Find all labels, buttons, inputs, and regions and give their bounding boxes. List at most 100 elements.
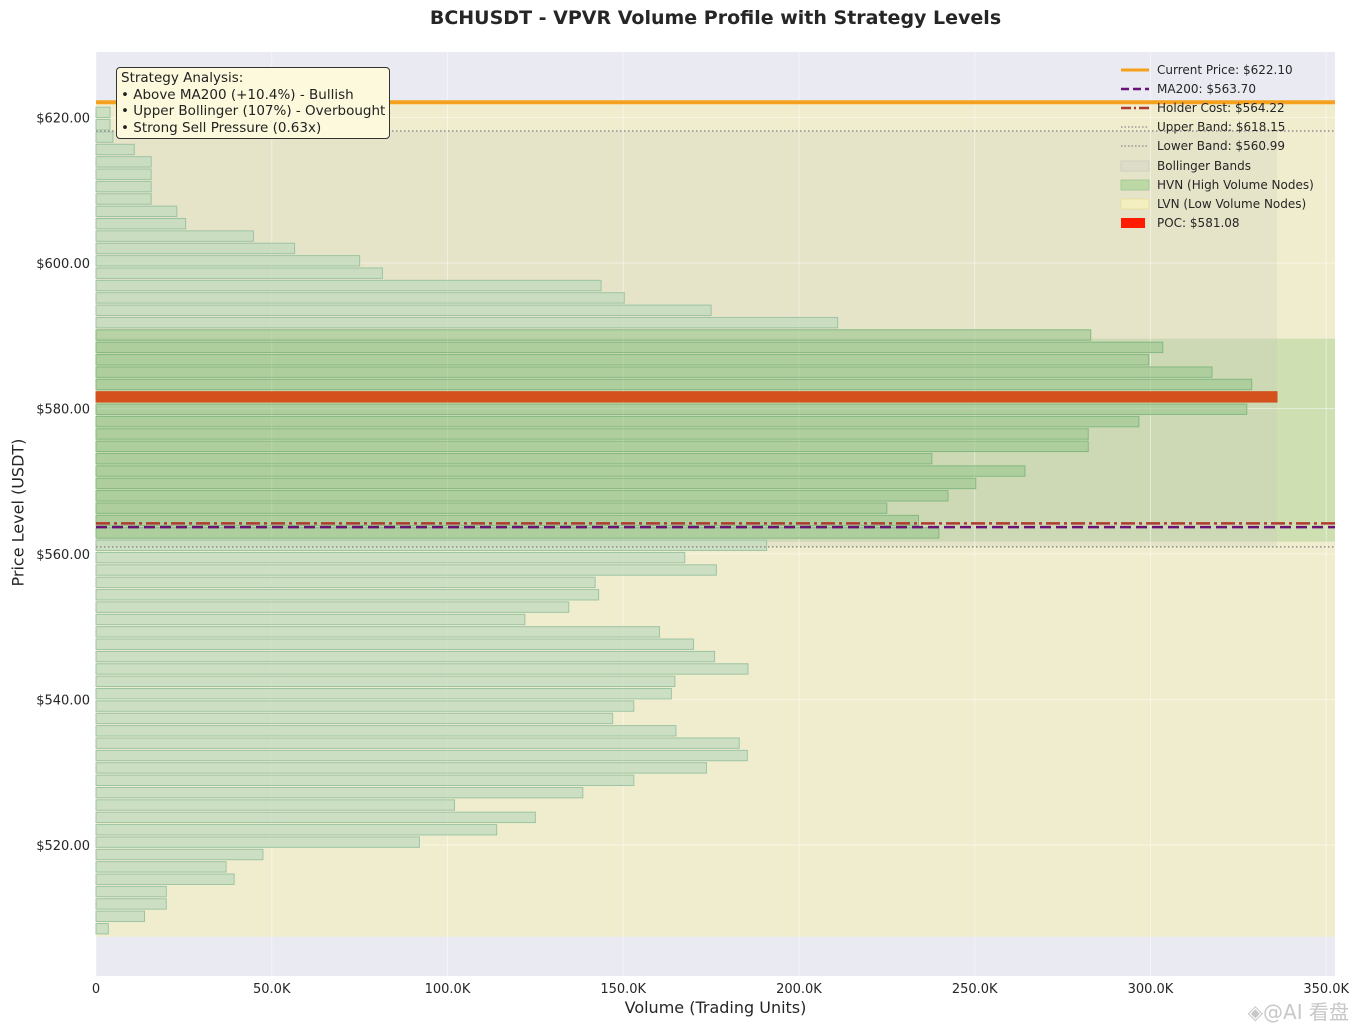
volume-bar	[95, 230, 254, 242]
hvn-swatch	[1120, 179, 1150, 191]
legend-label: Current Price: $622.10	[1157, 62, 1293, 77]
y-tick-label: $540.00	[36, 694, 90, 709]
volume-bar	[95, 564, 717, 576]
volume-bar	[95, 811, 536, 824]
x-tick-label: 200.0K	[776, 982, 822, 997]
x-tick-label: 150.0K	[600, 982, 646, 997]
volume-bar	[95, 762, 708, 774]
volume-bar	[95, 205, 178, 218]
bollinger-swatch	[1120, 160, 1150, 172]
volume-bar	[95, 712, 614, 725]
volume-bar	[95, 119, 111, 131]
volume-bar	[95, 910, 146, 923]
legend-item-current-price: Current Price: $622.10	[1120, 60, 1314, 79]
y-tick-label: $600.00	[36, 257, 90, 272]
legend-item-poc: POC: $581.08	[1120, 214, 1314, 233]
volume-bar	[95, 415, 1140, 428]
volume-bar	[95, 193, 152, 205]
volume-bar	[95, 341, 1164, 354]
volume-bar	[95, 453, 933, 465]
volume-bar	[95, 180, 152, 193]
volume-bar	[95, 799, 456, 811]
legend-item-upper-band: Upper Band: $618.15	[1120, 118, 1314, 137]
y-tick-label: $620.00	[36, 111, 90, 126]
volume-bar	[95, 106, 111, 119]
legend-label: Bollinger Bands	[1157, 158, 1251, 173]
strategy-line-bollinger: • Upper Bollinger (107%) - Overbought	[121, 103, 386, 119]
holder-cost-swatch	[1121, 106, 1149, 110]
y-axis-label: Price Level (USDT)	[8, 438, 28, 587]
ma200-swatch	[1121, 87, 1149, 91]
volume-bar	[95, 836, 420, 848]
volume-bar	[95, 774, 635, 786]
y-tick-label: $580.00	[36, 403, 90, 418]
volume-bar	[95, 428, 1089, 440]
x-tick-label: 300.0K	[1128, 982, 1174, 997]
volume-bar	[95, 551, 686, 564]
y-tick-label: $560.00	[36, 548, 90, 563]
volume-bar	[95, 242, 296, 255]
volume-bar	[95, 527, 940, 539]
x-axis-label: Volume (Trading Units)	[624, 998, 807, 1017]
legend-item-bollinger-bands: Bollinger Bands	[1120, 156, 1314, 175]
volume-bar	[95, 490, 949, 502]
current-price-swatch	[1121, 68, 1149, 72]
upper-band-swatch	[1121, 126, 1149, 128]
volume-bar	[95, 700, 635, 712]
volume-bar	[95, 861, 227, 873]
volume-bar	[95, 688, 672, 700]
volume-bar	[95, 848, 264, 861]
x-tick-label: 0	[92, 982, 100, 997]
volume-bar	[95, 292, 625, 304]
legend: Current Price: $622.10 MA200: $563.70 Ho…	[1120, 60, 1314, 233]
volume-bar	[95, 131, 114, 143]
volume-bar	[95, 601, 570, 613]
volume-bar	[95, 502, 888, 514]
volume-bar	[95, 403, 1248, 415]
volume-bar	[95, 873, 235, 885]
volume-bar	[95, 329, 1092, 341]
legend-label: LVN (Low Volume Nodes)	[1157, 196, 1307, 211]
volume-bar	[95, 737, 740, 749]
x-tick-label: 50.0K	[253, 982, 291, 997]
volume-bar	[95, 440, 1089, 453]
legend-item-holder-cost: Holder Cost: $564.22	[1120, 98, 1314, 117]
x-tick-label: 100.0K	[425, 982, 471, 997]
volume-bar	[95, 378, 1253, 391]
volume-bar	[95, 626, 660, 638]
volume-bar	[95, 354, 1150, 366]
volume-bar	[95, 589, 600, 601]
lvn-swatch	[1120, 198, 1150, 210]
volume-bar	[95, 477, 977, 490]
volume-bar	[95, 786, 584, 799]
legend-label: MA200: $563.70	[1157, 81, 1256, 96]
volume-bar	[95, 218, 187, 230]
volume-bar	[95, 143, 135, 156]
legend-item-hvn: HVN (High Volume Nodes)	[1120, 175, 1314, 194]
legend-label: Holder Cost: $564.22	[1157, 100, 1285, 115]
volume-bar	[95, 824, 498, 836]
volume-bar	[95, 898, 167, 910]
volume-bar	[95, 255, 361, 267]
legend-label: Upper Band: $618.15	[1157, 120, 1286, 135]
volume-bar	[95, 465, 1026, 477]
strategy-line-pressure: • Strong Sell Pressure (0.63x)	[121, 119, 322, 136]
strategy-heading: Strategy Analysis:	[121, 70, 244, 86]
volume-bar	[95, 304, 712, 316]
volume-bar	[95, 168, 152, 180]
legend-item-lower-band: Lower Band: $560.99	[1120, 137, 1314, 156]
volume-bar	[95, 539, 768, 551]
volume-bar	[95, 576, 596, 589]
strategy-line-ma200: • Above MA200 (+10.4%) - Bullish	[121, 86, 354, 103]
volume-bar	[95, 675, 676, 688]
volume-bar	[95, 885, 167, 898]
volume-bar	[95, 267, 383, 279]
volume-bar	[95, 366, 1213, 378]
legend-label: POC: $581.08	[1157, 216, 1240, 231]
volume-bar	[95, 663, 749, 675]
chart-title: BCHUSDT - VPVR Volume Profile with Strat…	[429, 7, 1002, 29]
strategy-analysis-box: Strategy Analysis: • Above MA200 (+10.4%…	[116, 67, 391, 139]
volume-bar	[95, 156, 152, 168]
volume-bar	[95, 725, 677, 737]
volume-bar	[95, 749, 748, 762]
